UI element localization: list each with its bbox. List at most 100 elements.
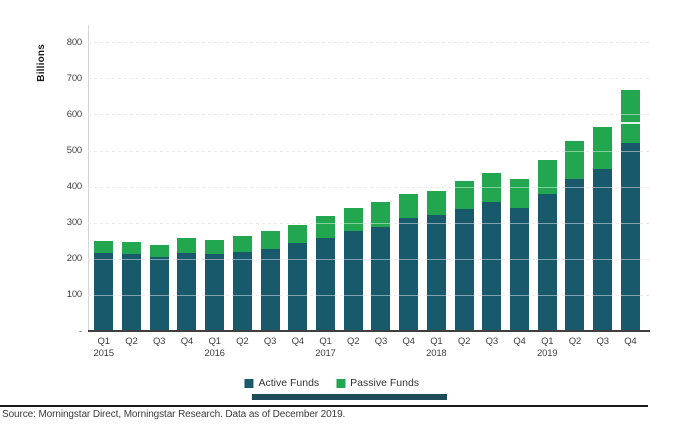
bar-segment-active bbox=[565, 179, 585, 331]
x-year-label-2018: 2018 bbox=[426, 348, 447, 359]
x-tick-label: Q3 bbox=[596, 336, 609, 347]
x-year-label-2019: 2019 bbox=[537, 348, 558, 359]
x-tick-label: Q3 bbox=[374, 336, 388, 347]
bar-segment-passive bbox=[177, 238, 197, 254]
bar-segment-active bbox=[149, 256, 169, 331]
y-tick-label-500: 500 bbox=[66, 145, 82, 156]
x-tick-label: Q2 bbox=[568, 336, 582, 347]
gridline-400 bbox=[88, 186, 650, 188]
gridline-overlay-800 bbox=[88, 42, 650, 44]
gridline-overlay-500 bbox=[88, 150, 650, 152]
x-tick-label: Q4 bbox=[402, 336, 415, 347]
y-tick-label-700: 700 bbox=[66, 72, 82, 84]
bar-segment-passive bbox=[399, 194, 419, 218]
x-tick-label: Q1 bbox=[208, 336, 221, 347]
gridline-100 bbox=[88, 294, 650, 296]
active-funds-swatch bbox=[244, 378, 254, 388]
y-tick-label-100: 100 bbox=[66, 289, 82, 301]
source-note: Source: Morningstar Direct, Morningstar … bbox=[2, 409, 346, 420]
gridline-overlay-300 bbox=[88, 222, 650, 224]
x-tick-label: Q1 bbox=[541, 336, 554, 347]
x-tick-label: Q3 bbox=[263, 336, 277, 347]
gridline-200 bbox=[88, 258, 650, 260]
y-tick-label-800: 800 bbox=[66, 36, 82, 48]
bar-segment-active bbox=[454, 208, 474, 331]
bar-segment-active bbox=[232, 252, 252, 331]
bar-segment-passive bbox=[537, 159, 557, 195]
gridline-600 bbox=[88, 114, 650, 116]
bar-segment-passive bbox=[232, 235, 252, 253]
x-tick-label: Q4 bbox=[624, 336, 637, 347]
bar-segment-active bbox=[510, 208, 529, 331]
legend-label-active-funds: Active Funds bbox=[258, 377, 320, 389]
x-tick-label: Q2 bbox=[457, 336, 471, 347]
y-tick-label-200: 200 bbox=[66, 253, 82, 265]
gridline-700 bbox=[88, 78, 650, 80]
y-tick-label--: - bbox=[79, 325, 82, 337]
bar-segment-passive bbox=[454, 180, 474, 209]
bar-segment-active bbox=[426, 215, 446, 331]
x-tick-label: Q4 bbox=[180, 336, 193, 347]
y-axis-line bbox=[88, 25, 89, 331]
gridline-500 bbox=[88, 150, 650, 152]
bar-segment-passive bbox=[510, 179, 529, 209]
x-tick-label: Q4 bbox=[513, 336, 526, 347]
bar-segment-active bbox=[399, 218, 419, 331]
bar-segment-active bbox=[205, 254, 225, 331]
gridline-overlay-100 bbox=[88, 294, 650, 296]
y-tick-label-600: 600 bbox=[66, 108, 82, 120]
legend-item-active-funds: Active Funds bbox=[244, 377, 319, 389]
bar-segment-passive bbox=[205, 239, 225, 255]
legend: Active Funds Passive Funds bbox=[244, 377, 419, 389]
gridline-800 bbox=[88, 42, 650, 44]
gridline-overlay-200 bbox=[88, 258, 650, 260]
bar-segment-passive bbox=[288, 225, 308, 244]
x-axis-line bbox=[88, 330, 650, 332]
bar-segment-passive bbox=[565, 141, 585, 179]
bar-segment-active bbox=[620, 142, 640, 331]
footer-divider bbox=[0, 405, 648, 407]
legend-item-passive-funds: Passive Funds bbox=[336, 377, 419, 389]
y-tick-label-300: 300 bbox=[66, 217, 82, 229]
bar-segment-passive bbox=[426, 190, 446, 216]
x-tick-label: Q2 bbox=[347, 336, 360, 347]
bar-segment-passive bbox=[315, 216, 335, 238]
x-tick-label: Q2 bbox=[125, 336, 138, 347]
x-tick-label: Q1 bbox=[97, 336, 110, 347]
gridline-overlay-600 bbox=[88, 114, 650, 116]
x-tick-label: Q4 bbox=[291, 336, 304, 347]
bar-segment-active bbox=[537, 194, 557, 331]
bar-segment-active bbox=[260, 249, 280, 331]
bar-segment-active bbox=[94, 253, 114, 331]
bar-segment-active bbox=[371, 226, 391, 331]
last-bar-separator-line bbox=[620, 122, 640, 124]
y-tick-label-400: 400 bbox=[66, 181, 82, 193]
bar-segment-passive bbox=[343, 208, 363, 231]
x-year-label-2015: 2015 bbox=[93, 348, 115, 359]
bar-segment-passive bbox=[94, 240, 114, 254]
bar-segment-active bbox=[482, 202, 502, 331]
bar-segment-active bbox=[343, 230, 363, 331]
gridline-300 bbox=[88, 222, 650, 224]
passive-funds-swatch bbox=[336, 378, 346, 388]
bar-segment-passive bbox=[121, 242, 141, 255]
x-tick-label: Q3 bbox=[152, 336, 166, 347]
bar-segment-passive bbox=[371, 202, 391, 227]
bar-segment-active bbox=[121, 254, 141, 331]
bar-segment-passive bbox=[593, 127, 613, 169]
gridline-overlay-400 bbox=[88, 186, 650, 188]
bar-segment-passive bbox=[482, 172, 502, 203]
x-year-label-2017: 2017 bbox=[315, 348, 336, 359]
bar-segment-active bbox=[315, 237, 335, 331]
x-tick-label: Q2 bbox=[236, 336, 249, 347]
bar-segment-passive bbox=[620, 89, 640, 143]
bar-segment-active bbox=[288, 243, 308, 331]
legend-underline-strip bbox=[252, 394, 447, 400]
x-tick-label: Q3 bbox=[485, 336, 498, 347]
gridline-overlay-700 bbox=[88, 78, 650, 80]
x-year-label-2016: 2016 bbox=[204, 348, 225, 359]
bar-segment-active bbox=[593, 168, 613, 331]
x-tick-label: Q1 bbox=[319, 336, 332, 347]
bar-segment-active bbox=[177, 253, 197, 331]
bar-segment-passive bbox=[149, 245, 169, 257]
